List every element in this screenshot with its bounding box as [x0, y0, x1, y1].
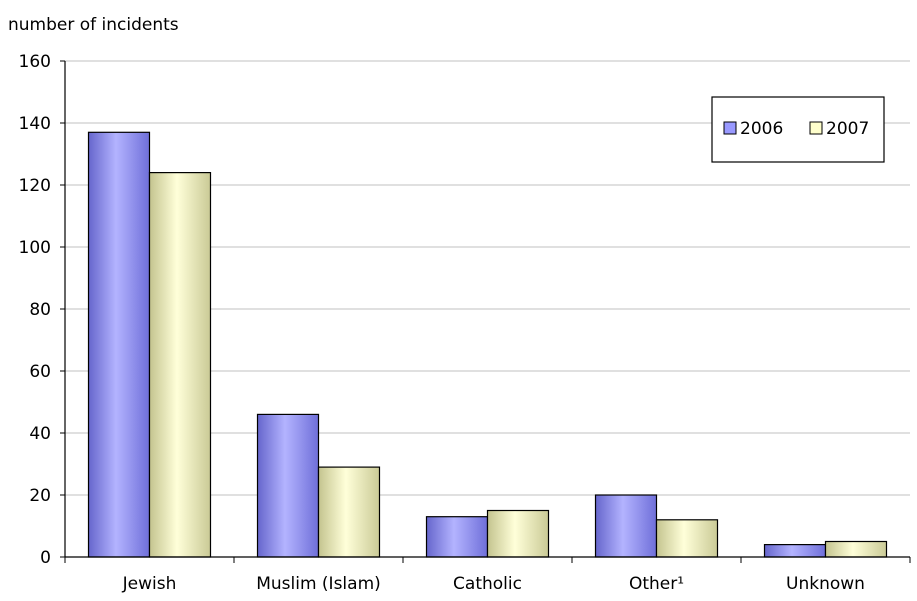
y-axis-ticks: 0 20 40 60 80 100 120 140 160 — [19, 52, 65, 568]
y-tick-label: 120 — [19, 176, 51, 196]
legend-swatch-2006 — [723, 121, 737, 135]
x-axis-ticks: Jewish Muslim (Islam) Catholic Other¹ Unknow… — [64, 557, 911, 594]
x-tick-label: Muslim (Islam) — [256, 574, 381, 594]
legend-label-2006: 2006 — [740, 119, 783, 139]
legend: 2006 2007 — [711, 96, 885, 163]
x-tick-label: Unknown — [786, 574, 865, 594]
legend-swatch-2007 — [809, 121, 823, 135]
x-tick-label: Other¹ — [629, 574, 684, 594]
y-axis-label: number of incidents — [8, 15, 179, 35]
y-tick-label: 20 — [29, 486, 51, 506]
bar-2007-1 — [317, 466, 381, 558]
y-tick-label: 80 — [29, 300, 51, 320]
y-tick-label: 160 — [19, 52, 51, 72]
axes — [64, 61, 910, 558]
x-tick-label: Catholic — [453, 574, 522, 594]
x-tick-label: Jewish — [122, 574, 177, 594]
y-tick-label: 60 — [29, 362, 51, 382]
y-tick-label: 0 — [40, 548, 51, 568]
bar-2006-2 — [425, 516, 489, 558]
bar-2007-0 — [148, 172, 212, 558]
bar-2007-3 — [655, 519, 719, 558]
y-tick-label: 140 — [19, 114, 51, 134]
legend-label-2007: 2007 — [826, 119, 869, 139]
bar-2007-2 — [486, 509, 550, 558]
bar-2006-3 — [594, 494, 658, 558]
bar-2006-4 — [763, 543, 827, 558]
bars — [87, 131, 888, 558]
y-tick-label: 100 — [19, 238, 51, 258]
y-tick-label: 40 — [29, 424, 51, 444]
legend-box — [711, 96, 885, 163]
bar-2007-4 — [824, 540, 888, 558]
bar-2006-1 — [256, 413, 320, 558]
bar-2006-0 — [87, 131, 151, 558]
